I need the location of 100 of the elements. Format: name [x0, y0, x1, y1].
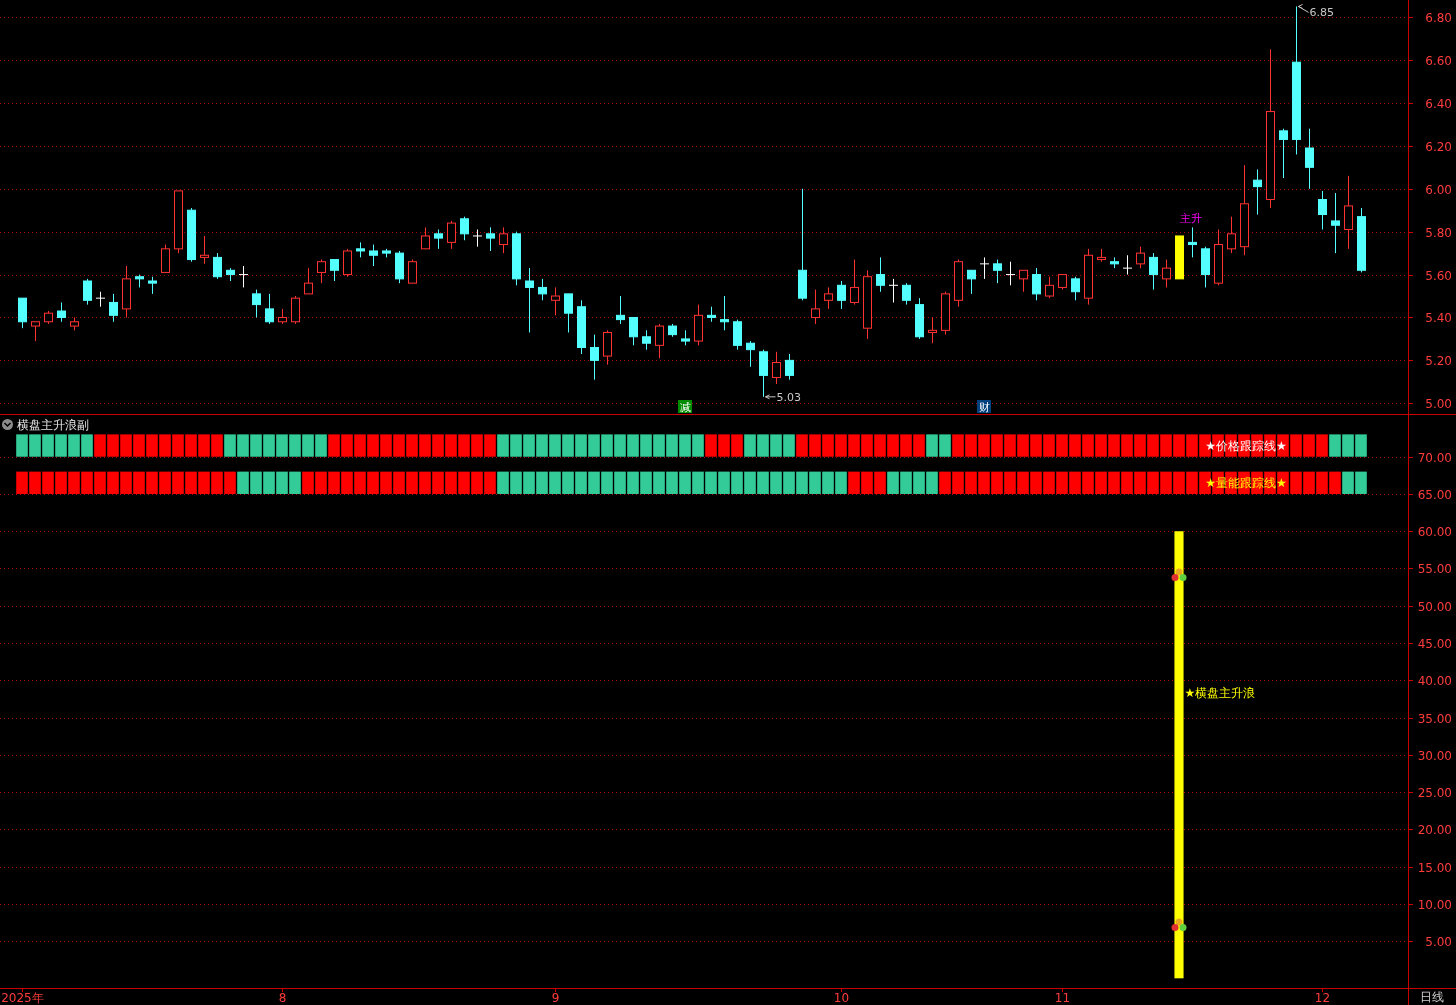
candlestick — [499, 226, 508, 254]
candlestick — [96, 291, 105, 308]
candlestick — [876, 256, 885, 293]
candlestick — [902, 282, 911, 306]
candlestick — [564, 293, 573, 333]
candlestick — [967, 269, 976, 295]
y-tick-label: 6.60 — [1425, 54, 1452, 68]
candlestick — [772, 351, 781, 385]
y-tick-label: 6.40 — [1425, 97, 1452, 111]
candlestick — [486, 226, 495, 252]
candlestick — [746, 340, 755, 368]
candlestick — [109, 293, 118, 323]
candlestick — [551, 286, 560, 316]
candlestick — [330, 259, 339, 282]
candlestick — [993, 259, 1002, 284]
candlestick — [1071, 276, 1080, 301]
y-tick-label: 20.00 — [1417, 823, 1452, 837]
candlestick — [1344, 175, 1353, 250]
candlestick — [720, 295, 729, 331]
candlestick — [1162, 259, 1171, 288]
y-tick-label: 5.80 — [1425, 226, 1452, 240]
candlestick — [538, 278, 547, 301]
y-tick-label: 5.00 — [1425, 397, 1452, 411]
candlestick — [642, 329, 651, 351]
candlestick — [291, 295, 300, 325]
y-tick-label: 35.00 — [1417, 712, 1452, 726]
candlestick — [1006, 261, 1015, 286]
y-tick-label: 60.00 — [1417, 525, 1452, 539]
candlestick — [785, 353, 794, 381]
x-tick-label: 12 — [1314, 991, 1331, 1005]
y-tick-label: 5.40 — [1425, 311, 1452, 325]
candlestick — [252, 289, 261, 318]
candlestick — [213, 252, 222, 280]
candlestick — [1123, 254, 1132, 276]
candlestick — [590, 334, 599, 381]
y-tick-label: 10.00 — [1417, 898, 1452, 912]
candlestick — [473, 229, 482, 248]
candlestick — [733, 319, 742, 351]
y-tick-label: 15.00 — [1417, 861, 1452, 875]
y-tick-label: 25.00 — [1417, 786, 1452, 800]
annotation: 主升 — [1180, 211, 1202, 225]
x-tick-label: 11 — [1054, 991, 1071, 1005]
candlestick — [1188, 226, 1197, 258]
candlestick — [811, 289, 820, 325]
candlestick — [161, 244, 170, 273]
y-tick-label: 6.20 — [1425, 140, 1452, 154]
text: 日线 — [1420, 990, 1444, 1004]
candlestick — [1318, 190, 1327, 231]
candlestick — [1149, 252, 1158, 291]
candlestick — [616, 295, 625, 325]
candlestick — [655, 323, 664, 359]
candlestick — [1305, 128, 1314, 190]
y-tick-label: 40.00 — [1417, 674, 1452, 688]
x-tick-label: 8 — [278, 991, 287, 1005]
candlestick — [434, 229, 443, 250]
candlestick — [1253, 168, 1262, 216]
candlestick — [408, 259, 417, 284]
candlestick — [200, 235, 209, 265]
candlestick — [239, 265, 248, 288]
x-tick-label: 10 — [833, 991, 850, 1005]
chart-title: 横盘主升浪副 — [17, 418, 89, 432]
y-tick-label: 6.00 — [1425, 183, 1452, 197]
candlestick — [1045, 276, 1054, 299]
candlestick — [889, 278, 898, 303]
y-tick-label: 6.80 — [1425, 11, 1452, 25]
y-tick-label: 45.00 — [1417, 637, 1452, 651]
candlestick — [1227, 216, 1236, 254]
y-tick-label: 5.00 — [1425, 935, 1452, 949]
y-tick-label: 50.00 — [1417, 600, 1452, 614]
x-tick-label: 9 — [551, 991, 560, 1005]
annotation: 5.03 — [776, 390, 801, 404]
y-tick-label: 5.20 — [1425, 354, 1452, 368]
candlestick — [603, 329, 612, 366]
candlestick — [83, 278, 92, 306]
x-tick-label: 2025年 — [1, 991, 44, 1005]
candlestick — [304, 267, 313, 295]
candlestick — [421, 226, 430, 250]
candlestick — [1279, 128, 1288, 179]
candlestick — [369, 244, 378, 267]
candlestick — [317, 259, 326, 284]
y-tick-label: 55.00 — [1417, 562, 1452, 576]
y-tick-label: 65.00 — [1417, 488, 1452, 502]
candlestick — [265, 293, 274, 325]
candlestick — [837, 280, 846, 310]
candlestick — [1032, 267, 1041, 301]
y-tick-label: 30.00 — [1417, 749, 1452, 763]
candlestick — [928, 316, 937, 344]
candlestick — [31, 321, 40, 342]
candlestick — [525, 267, 534, 333]
candlestick — [1331, 192, 1340, 254]
candlestick — [1136, 246, 1145, 269]
candlestick — [57, 301, 66, 323]
candlestick — [18, 297, 27, 329]
candlestick — [447, 220, 456, 250]
candlestick — [759, 349, 768, 398]
y-tick-label: 5.60 — [1425, 269, 1452, 283]
candlestick — [850, 259, 859, 306]
candlestick — [1019, 269, 1028, 293]
series-label: ★横盘主升浪 — [1184, 685, 1256, 700]
annotation: 6.85 — [1309, 6, 1334, 20]
